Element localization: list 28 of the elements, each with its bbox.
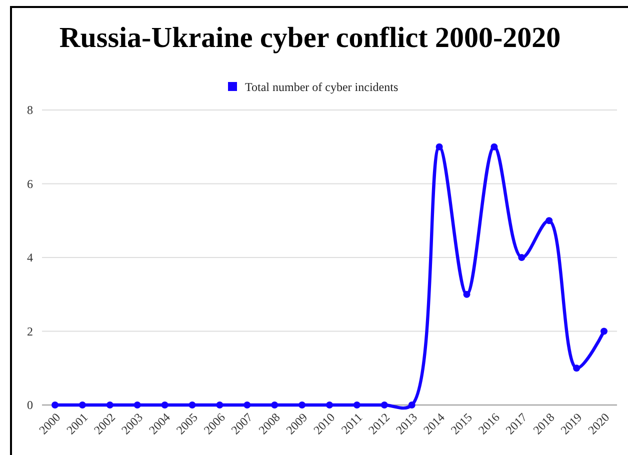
point xyxy=(573,364,580,372)
point xyxy=(52,402,58,408)
point xyxy=(78,402,86,408)
point xyxy=(134,402,141,408)
point xyxy=(161,402,168,408)
legend-label: Total number of cyber incidents xyxy=(245,80,398,94)
point xyxy=(436,143,443,150)
point xyxy=(326,402,333,408)
y-tick-label: 0 xyxy=(27,398,33,412)
point xyxy=(518,254,526,261)
point xyxy=(408,402,416,408)
point xyxy=(244,402,251,408)
chart-title: Russia-Ukraine cyber conflict 2000-2020 xyxy=(59,22,561,54)
y-tick-label: 4 xyxy=(27,250,33,264)
point xyxy=(106,402,114,408)
point xyxy=(463,290,470,298)
y-tick-label: 8 xyxy=(27,103,33,117)
y-tick-label: 2 xyxy=(27,324,33,338)
point xyxy=(298,402,306,408)
point xyxy=(188,402,196,408)
point xyxy=(546,217,553,224)
point xyxy=(216,402,224,408)
point xyxy=(490,143,498,150)
point xyxy=(271,402,278,408)
point xyxy=(353,402,360,408)
point xyxy=(380,402,388,408)
point xyxy=(600,328,608,335)
y-tick-label: 6 xyxy=(27,176,33,191)
